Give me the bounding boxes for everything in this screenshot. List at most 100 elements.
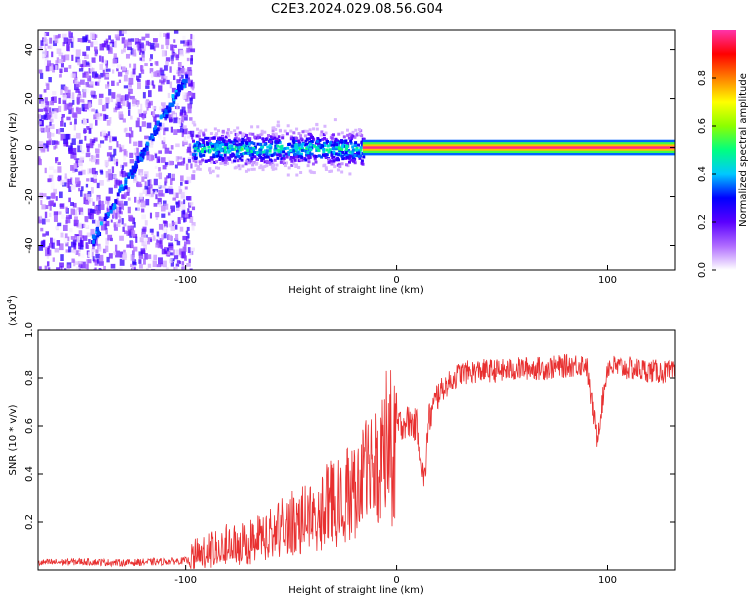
heatmap-cell (143, 147, 147, 152)
heatmap-cell (304, 139, 308, 143)
heatmap-cell (186, 226, 190, 231)
heatmap-cell (81, 186, 84, 192)
heatmap-cell (130, 38, 135, 42)
heatmap-cell (324, 156, 328, 160)
heatmap-cell (103, 113, 107, 121)
x-tick-label: -100 (174, 575, 197, 586)
heatmap-cell (99, 204, 105, 211)
heatmap-cell (198, 142, 202, 146)
heatmap-cell (202, 131, 206, 135)
heatmap-cell (83, 197, 89, 205)
heatmap-cell (340, 144, 344, 148)
heatmap-cell (104, 213, 108, 218)
heatmap-cell (139, 57, 142, 61)
heatmap-cell (129, 95, 135, 100)
heatmap-cell (119, 113, 124, 117)
heatmap-cell (226, 161, 230, 165)
heatmap-cell (289, 148, 293, 152)
heatmap-cell (223, 146, 227, 150)
heatmap-cell (322, 133, 326, 137)
heatmap-cell (149, 212, 153, 219)
heatmap-cell (79, 237, 82, 241)
heatmap-cell (221, 159, 225, 163)
heatmap-cell (360, 159, 364, 163)
heatmap-cell (131, 265, 134, 270)
heatmap-cell (293, 152, 297, 156)
heatmap-cell (132, 259, 136, 265)
heatmap-cell (330, 153, 334, 157)
heatmap-cell (56, 240, 61, 246)
heatmap-cell (218, 147, 222, 151)
heatmap-cell (106, 152, 112, 157)
heatmap-cell (117, 202, 121, 206)
heatmap-cell (50, 100, 55, 106)
heatmap-cell (118, 181, 123, 187)
heatmap-cell (144, 185, 149, 190)
heatmap-cell (193, 149, 197, 153)
heatmap-cell (169, 81, 173, 89)
heatmap-cell (175, 192, 179, 199)
heatmap-cell (337, 132, 341, 136)
heatmap-cell (168, 102, 172, 107)
heatmap-cell (68, 197, 71, 203)
heatmap-cell (266, 134, 270, 138)
heatmap-cell (142, 233, 147, 239)
colorbar-axis: 0.00.20.40.60.8 (697, 70, 716, 278)
heatmap-cell (340, 154, 344, 158)
heatmap-cell (213, 127, 217, 131)
heatmap-cell (89, 158, 93, 162)
heatmap-cell (88, 84, 94, 88)
heatmap-cell (79, 99, 85, 103)
heatmap-cell (46, 261, 50, 267)
heatmap-cell (240, 147, 244, 151)
heatmap-cell (80, 190, 83, 197)
heatmap-cell (119, 235, 124, 241)
heatmap-cell (315, 139, 319, 143)
heatmap-cell (266, 155, 270, 159)
heatmap-cell (123, 154, 127, 161)
heatmap-cell (347, 148, 351, 152)
heatmap-cell (128, 91, 131, 99)
heatmap-cell (78, 68, 84, 72)
y-tick-label: 0.4 (24, 466, 35, 482)
heatmap-cell (207, 139, 211, 143)
heatmap-cell (322, 164, 326, 168)
heatmap-cell (48, 174, 54, 182)
heatmap-cell (81, 261, 86, 269)
heatmap-cell (101, 56, 104, 63)
heatmap-cell (153, 178, 158, 186)
heatmap-cell (95, 227, 99, 232)
heatmap-cell (308, 146, 312, 150)
heatmap-cell (73, 163, 77, 169)
heatmap-cell (77, 94, 82, 99)
heatmap-cell (312, 127, 316, 131)
heatmap-cell (190, 58, 193, 65)
heatmap-cell (67, 38, 72, 44)
heatmap-cell (107, 234, 113, 241)
heatmap-cell (108, 89, 112, 96)
heatmap-cell (113, 137, 117, 141)
bottom-y-axis: 0.20.40.60.81.0 (24, 322, 675, 530)
heatmap-cell (63, 104, 67, 111)
heatmap-cell (351, 145, 355, 149)
heatmap-cell (67, 89, 71, 96)
heatmap-cell (135, 152, 139, 158)
heatmap-cell (85, 72, 90, 79)
y-scale-exponent: 4 (6, 298, 14, 303)
heatmap-cell (333, 165, 337, 169)
heatmap-cell (90, 90, 95, 95)
heatmap-cell (233, 138, 237, 142)
heatmap-cell (290, 144, 294, 148)
heatmap-cell (190, 247, 195, 252)
heatmap-cell (138, 113, 143, 118)
heatmap-cell (164, 181, 167, 186)
heatmap-cell (128, 83, 132, 88)
heatmap-cell (182, 157, 186, 164)
heatmap-cell (301, 147, 305, 151)
heatmap-cell (303, 129, 307, 133)
top-x-axis-title: Height of straight line (km) (288, 285, 424, 296)
heatmap-cell (345, 147, 349, 151)
heatmap-cell (78, 171, 83, 176)
heatmap-cell (72, 99, 75, 105)
